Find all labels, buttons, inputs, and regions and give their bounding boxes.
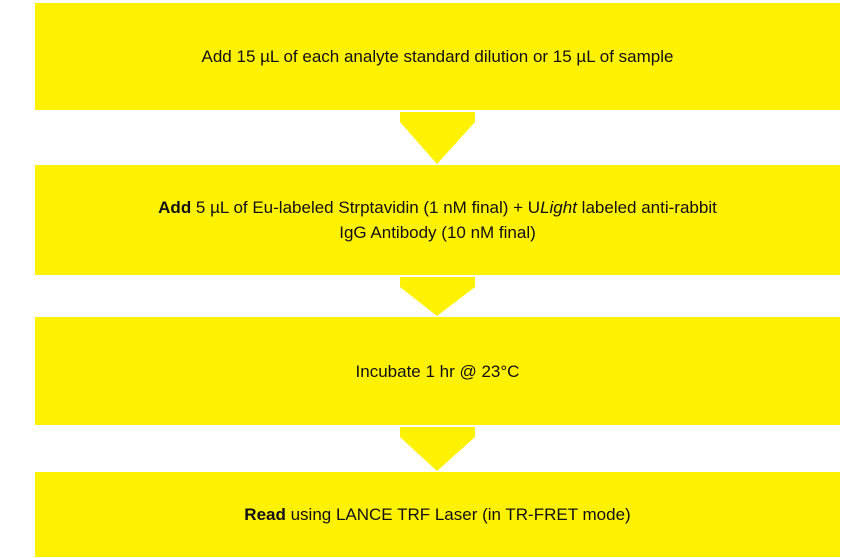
step-text: Incubate 1 hr @ 23°C (355, 361, 520, 381)
step-text: Add 5 µL of Eu-labeled Strptavidin (1 nM… (158, 195, 717, 245)
step-italic: Light (540, 198, 577, 217)
step-text: labeled anti-rabbit (576, 198, 717, 217)
arrow (400, 427, 475, 471)
step-box: Add 5 µL of Eu-labeled Strptavidin (1 nM… (35, 165, 840, 275)
step-box: Add 15 µL of each analyte standard dilut… (35, 3, 840, 110)
step-bold: Add (158, 198, 192, 217)
arrow (400, 277, 475, 316)
step-text: Add 15 µL of each analyte standard dilut… (201, 47, 674, 66)
step-text: 5 µL of Eu-labeled Strptavidin (1 nM fin… (191, 198, 541, 217)
step-box: Incubate 1 hr @ 23°C (35, 317, 840, 425)
step-text: Read using LANCE TRF Laser (in TR-FRET m… (244, 502, 630, 527)
step-bold: Read (244, 505, 286, 524)
arrow (400, 112, 475, 164)
step-text: IgG Antibody (10 nM final) (339, 223, 536, 242)
step-box: Read using LANCE TRF Laser (in TR-FRET m… (35, 472, 840, 557)
step-text: using LANCE TRF Laser (in TR-FRET mode) (285, 505, 631, 524)
